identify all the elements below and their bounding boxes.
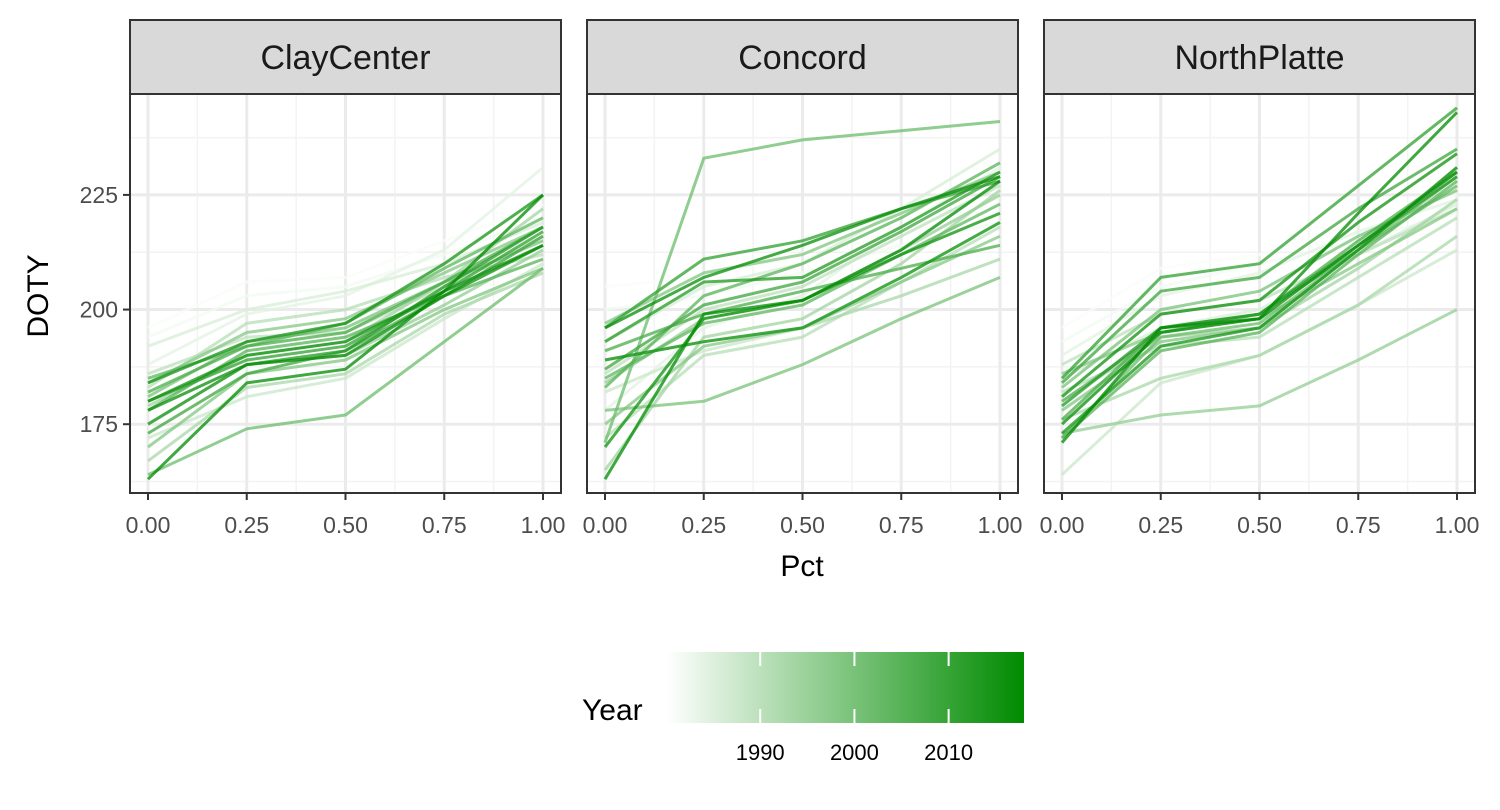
x-tick-label: 0.25 <box>1138 512 1183 538</box>
facet-strip-label: NorthPlatte <box>1174 39 1344 77</box>
series-line-1999 <box>147 266 544 449</box>
legend-tick-label: 1990 <box>736 740 785 765</box>
series-line-2017 <box>604 175 1001 330</box>
facet-strip-label: ClayCenter <box>260 39 430 77</box>
series-lines <box>603 120 1001 480</box>
x-tick-label: 0.75 <box>422 512 467 538</box>
x-tick-label: 0.50 <box>323 512 368 538</box>
series-line-2015 <box>147 193 544 385</box>
y-axis: 175 200 225 <box>80 182 130 437</box>
series-lines <box>1060 106 1459 476</box>
series-line-2002 <box>603 120 1001 444</box>
series-line-1993 <box>1061 234 1458 421</box>
x-tick-label: 1.00 <box>978 512 1023 538</box>
x-tick-label: 0.00 <box>126 512 171 538</box>
series-line-1993 <box>147 271 544 463</box>
x-tick-label: 0.50 <box>780 512 825 538</box>
legend-colorbar <box>666 652 1024 723</box>
gridlines <box>587 94 1018 493</box>
series-line-2007 <box>147 225 544 394</box>
series-line-2018 <box>146 193 545 481</box>
x-axis: 0.00 0.25 0.50 0.75 1.00 <box>583 493 1023 538</box>
x-tick-label: 0.25 <box>224 512 269 538</box>
facet-strip <box>586 19 1019 95</box>
x-axis: 0.00 0.25 0.50 0.75 1.00 <box>126 493 566 538</box>
panel-northplatte: NorthPlatte 0.00 0.25 0.50 0.75 1.00 <box>1040 19 1480 538</box>
series-line-2002 <box>1060 175 1458 440</box>
y-tick-label: 225 <box>80 182 118 208</box>
series-line-2004 <box>604 202 1001 380</box>
x-tick-label: 1.00 <box>1435 512 1480 538</box>
x-tick-label: 0.00 <box>1040 512 1085 538</box>
facet-strip <box>129 19 562 95</box>
y-tick-label: 175 <box>80 411 118 437</box>
series-line-2016 <box>147 243 544 403</box>
legend-title: Year <box>582 694 643 727</box>
x-tick-label: 1.00 <box>521 512 566 538</box>
series-line-2013 <box>147 225 544 426</box>
year-legend: Year 1990 2000 2010 <box>582 652 1024 765</box>
series-line-2009 <box>604 175 1001 371</box>
series-line-2018 <box>1060 111 1459 444</box>
series-line-1984 <box>147 166 544 366</box>
legend-tick-label: 2010 <box>924 740 973 765</box>
series-line-2011 <box>1060 106 1458 380</box>
series-line-2017 <box>147 243 544 412</box>
series-line-2009 <box>1060 147 1458 384</box>
axis-titles: Pct DOTY <box>22 254 824 583</box>
x-axis-title: Pct <box>780 550 824 583</box>
series-line-1981 <box>1061 193 1458 330</box>
x-tick-label: 0.25 <box>681 512 726 538</box>
x-tick-label: 0.75 <box>1336 512 1381 538</box>
series-line-2005 <box>1061 179 1458 440</box>
series-line-2016 <box>1061 152 1458 398</box>
series-line-2002 <box>147 267 544 477</box>
x-tick-label: 0.50 <box>1237 512 1282 538</box>
series-line-1981 <box>147 202 544 330</box>
series-line-2011 <box>147 230 544 403</box>
series-lines <box>146 166 545 481</box>
series-line-1990 <box>604 184 1001 376</box>
x-axis: 0.00 0.25 0.50 0.75 1.00 <box>1040 493 1480 538</box>
x-tick-label: 0.75 <box>879 512 924 538</box>
series-line-2015 <box>604 221 1001 362</box>
series-line-2013 <box>604 170 1001 343</box>
legend-tick-label: 2000 <box>830 740 879 765</box>
facet-strip <box>1043 19 1476 95</box>
panel-claycenter: ClayCenter 0.00 0.25 0.50 0.75 1.00 175 200 225 <box>80 19 566 538</box>
series-line-2000 <box>604 276 1001 412</box>
panel-concord: Concord 0.00 0.25 0.50 0.75 1.00 <box>583 19 1023 538</box>
y-axis-title: DOTY <box>22 254 55 337</box>
x-tick-label: 0.00 <box>583 512 628 538</box>
series-line-1996 <box>1061 308 1458 435</box>
y-tick-label: 200 <box>80 297 118 323</box>
facet-strip-label: Concord <box>738 39 867 77</box>
series-line-2018 <box>603 179 1001 480</box>
